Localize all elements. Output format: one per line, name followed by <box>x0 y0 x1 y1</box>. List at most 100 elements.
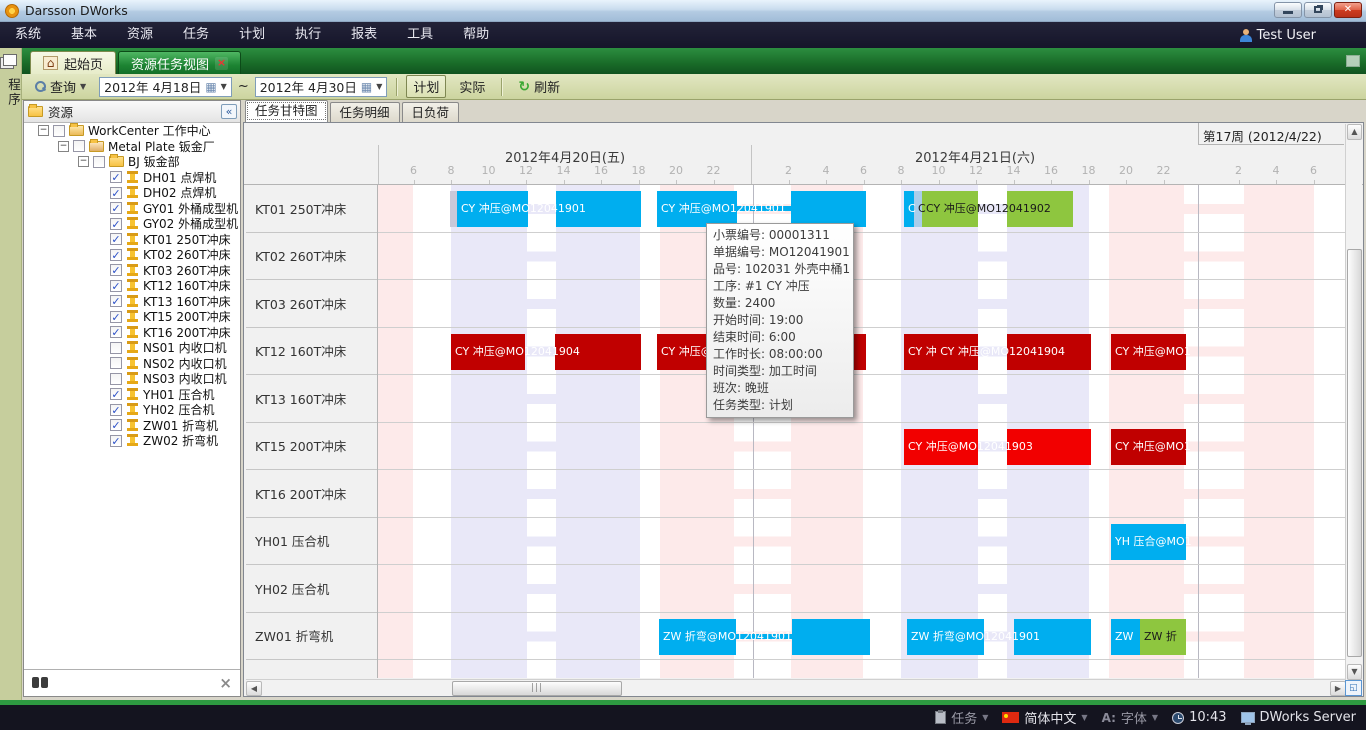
tree-item[interactable]: ✓ KT16 200T冲床 <box>24 325 240 341</box>
task-bar[interactable] <box>904 333 978 370</box>
tree-item[interactable]: ✓ KT03 260T冲床 <box>24 263 240 279</box>
tree-item[interactable]: ✓ YH02 压合机 <box>24 402 240 418</box>
tree-item[interactable]: ✓ GY01 外桶成型机 <box>24 201 240 217</box>
task-bar[interactable] <box>1111 428 1186 465</box>
tree-item[interactable]: ✓ KT02 260T冲床 <box>24 247 240 263</box>
menu-item-工具[interactable]: 工具 <box>407 27 434 42</box>
tree-item[interactable]: ✓ YH01 压合机 <box>24 387 240 403</box>
tree-item[interactable]: NS03 内收口机 <box>24 371 240 387</box>
view-tab-任务甘特图[interactable]: 任务甘特图 <box>245 100 328 122</box>
task-bar[interactable] <box>555 333 641 370</box>
collapse-minus-icon[interactable]: − <box>58 140 69 152</box>
view-tab-日负荷[interactable]: 日负荷 <box>401 102 460 122</box>
tree-item[interactable]: ✓ KT15 200T冲床 <box>24 309 240 325</box>
tree-item[interactable]: ✓ KT01 250T冲床 <box>24 232 240 248</box>
task-bar[interactable] <box>904 428 978 465</box>
task-bar[interactable] <box>914 191 922 227</box>
task-bar[interactable] <box>556 191 641 227</box>
checkbox-checked[interactable]: ✓ <box>110 295 122 309</box>
tree-item[interactable]: NS01 内收口机 <box>24 340 240 356</box>
task-bar[interactable] <box>1007 333 1091 370</box>
status-font-menu[interactable]: A: 字体 ▼ <box>1102 708 1158 728</box>
scroll-corner-button[interactable]: ◱ <box>1345 680 1362 696</box>
status-language-menu[interactable]: 简体中文 ▼ <box>1002 708 1088 727</box>
tab-home[interactable]: ⌂ 起始页 <box>30 51 117 74</box>
checkbox-checked[interactable]: ✓ <box>110 419 122 433</box>
task-bar[interactable] <box>1140 618 1186 655</box>
tree-item[interactable]: NS02 内收口机 <box>24 356 240 372</box>
user-box[interactable]: Test User <box>1239 22 1316 48</box>
task-bar[interactable] <box>1014 618 1091 655</box>
tree-item[interactable]: ✓ KT12 160T冲床 <box>24 278 240 294</box>
scroll-left-icon[interactable]: ◀ <box>246 681 262 696</box>
checkbox-checked[interactable]: ✓ <box>110 388 122 402</box>
checkbox-unchecked[interactable] <box>53 124 65 137</box>
tree-item[interactable]: − WorkCenter 工作中心 <box>24 123 240 139</box>
checkbox-unchecked[interactable] <box>110 372 122 385</box>
tree-item[interactable]: ✓ DH01 点焊机 <box>24 170 240 186</box>
tab-close-icon[interactable]: × <box>215 55 229 70</box>
task-bar[interactable] <box>922 191 978 227</box>
task-bar[interactable] <box>659 618 736 655</box>
collapse-minus-icon[interactable]: − <box>78 156 89 168</box>
task-bar[interactable] <box>904 191 914 227</box>
task-bar[interactable] <box>1007 428 1091 465</box>
menu-item-帮助[interactable]: 帮助 <box>463 27 490 42</box>
status-server[interactable]: DWorks Server <box>1240 710 1356 725</box>
collapse-minus-icon[interactable]: − <box>38 125 49 137</box>
plan-toggle-button[interactable]: 计划 <box>406 75 447 98</box>
checkbox-checked[interactable]: ✓ <box>110 310 122 324</box>
checkbox-checked[interactable]: ✓ <box>110 248 122 262</box>
scroll-up-icon[interactable]: ▲ <box>1347 124 1362 140</box>
horizontal-scrollbar[interactable]: ◀ ||| ▶ <box>246 679 1346 696</box>
task-bar[interactable] <box>907 618 984 655</box>
menu-item-执行[interactable]: 执行 <box>295 27 322 42</box>
menu-item-基本[interactable]: 基本 <box>71 27 98 42</box>
panel-collapse-button[interactable]: « <box>221 104 237 119</box>
horizontal-scroll-thumb[interactable]: ||| <box>452 681 622 696</box>
date-from-input[interactable]: 2012年 4月18日 ▦ ▼ <box>99 76 232 97</box>
task-bar[interactable] <box>792 618 870 655</box>
date-to-input[interactable]: 2012年 4月30日 ▦ ▼ <box>254 76 388 97</box>
tab-strip-window-icon[interactable] <box>1346 55 1360 67</box>
tab-resource-task-view[interactable]: 资源任务视图 × <box>118 51 242 74</box>
menu-item-报表[interactable]: 报表 <box>351 27 378 42</box>
task-bar[interactable] <box>791 191 866 227</box>
checkbox-unchecked[interactable] <box>110 341 122 354</box>
checkbox-checked[interactable]: ✓ <box>110 171 122 185</box>
vertical-scrollbar[interactable]: ▲ ▼ <box>1345 124 1362 680</box>
checkbox-checked[interactable]: ✓ <box>110 326 122 340</box>
task-bar[interactable] <box>657 191 737 227</box>
tree-item[interactable]: − BJ 钣金部 <box>24 154 240 170</box>
task-bar[interactable] <box>1111 618 1140 655</box>
minimize-button[interactable] <box>1274 2 1302 18</box>
checkbox-checked[interactable]: ✓ <box>110 434 122 448</box>
checkbox-checked[interactable]: ✓ <box>110 233 122 247</box>
close-button[interactable]: ✕ <box>1334 2 1362 18</box>
restore-button[interactable] <box>1304 2 1332 18</box>
tree-item[interactable]: ✓ DH02 点焊机 <box>24 185 240 201</box>
checkbox-checked[interactable]: ✓ <box>110 217 122 231</box>
checkbox-unchecked[interactable] <box>93 155 105 168</box>
task-bar[interactable] <box>451 333 525 370</box>
task-bar[interactable] <box>1007 191 1073 227</box>
task-bar[interactable] <box>457 191 528 227</box>
checkbox-checked[interactable]: ✓ <box>110 186 122 200</box>
menu-item-系统[interactable]: 系统 <box>15 27 42 42</box>
checkbox-checked[interactable]: ✓ <box>110 202 122 216</box>
status-task-menu[interactable]: 任务 ▼ <box>935 708 988 727</box>
tree-item[interactable]: − Metal Plate 钣金厂 <box>24 138 240 155</box>
scroll-right-icon[interactable]: ▶ <box>1330 681 1346 696</box>
checkbox-unchecked[interactable] <box>110 357 122 370</box>
tree-item[interactable]: ✓ GY02 外桶成型机 <box>24 216 240 232</box>
task-bar[interactable] <box>1111 523 1186 560</box>
tree-item[interactable]: ✓ KT13 160T冲床 <box>24 294 240 310</box>
task-bar[interactable] <box>450 191 457 227</box>
tree-item[interactable]: ✓ ZW01 折弯机 <box>24 418 240 434</box>
task-bar[interactable] <box>1111 333 1186 370</box>
program-side-strip[interactable]: 程序 <box>0 48 22 700</box>
find-icon[interactable] <box>32 677 48 688</box>
menu-item-资源[interactable]: 资源 <box>127 27 154 42</box>
scroll-down-icon[interactable]: ▼ <box>1347 664 1362 680</box>
menu-item-计划[interactable]: 计划 <box>239 27 266 42</box>
